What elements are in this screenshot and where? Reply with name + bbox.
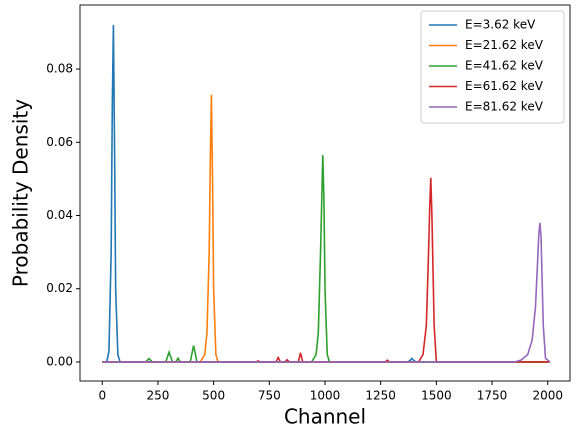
data-line [102, 222, 551, 363]
data-line [102, 155, 550, 363]
y-tick-label: 0.02 [46, 281, 73, 295]
x-tick-label: 250 [147, 389, 170, 403]
legend-label: E=81.62 keV [465, 100, 544, 114]
legend-label: E=3.62 keV [465, 18, 536, 32]
legend-label: E=61.62 keV [465, 79, 544, 93]
y-tick-label: 0.00 [46, 354, 73, 368]
x-tick-label: 1000 [310, 389, 341, 403]
legend-box [420, 10, 565, 124]
x-tick-label: 1500 [421, 389, 452, 403]
x-axis-label: Channel [284, 405, 366, 429]
y-tick-label: 0.06 [46, 135, 73, 149]
legend: E=3.62 keV E=21.62 keV E=41.62 keV E=61.62 … [420, 10, 565, 124]
x-tick-label: 750 [258, 389, 281, 403]
legend-label: E=21.62 keV [465, 38, 544, 52]
x-tick-label: 2000 [532, 389, 563, 403]
y-tick-label: 0.08 [46, 62, 73, 76]
x-tick-label: 0 [98, 389, 106, 403]
y-tick-label: 0.04 [46, 208, 73, 222]
legend-label: E=41.62 keV [465, 59, 544, 73]
x-tick-label: 1250 [365, 389, 396, 403]
axes-frame [79, 4, 571, 382]
y-axis-label: Probability Density [9, 99, 33, 287]
x-tick-label: 1750 [477, 389, 508, 403]
data-line [102, 94, 550, 363]
data-line [102, 25, 550, 363]
x-tick-label: 500 [202, 389, 225, 403]
